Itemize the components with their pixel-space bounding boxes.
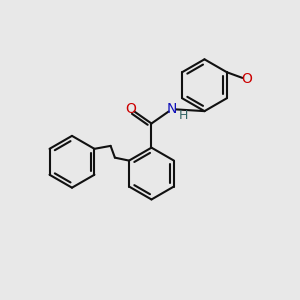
Text: O: O xyxy=(241,72,252,86)
Text: H: H xyxy=(179,109,188,122)
Text: N: N xyxy=(167,102,177,116)
Text: O: O xyxy=(125,102,136,116)
